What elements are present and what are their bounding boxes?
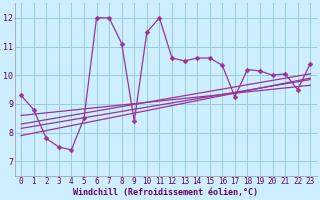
X-axis label: Windchill (Refroidissement éolien,°C): Windchill (Refroidissement éolien,°C)	[73, 188, 258, 197]
